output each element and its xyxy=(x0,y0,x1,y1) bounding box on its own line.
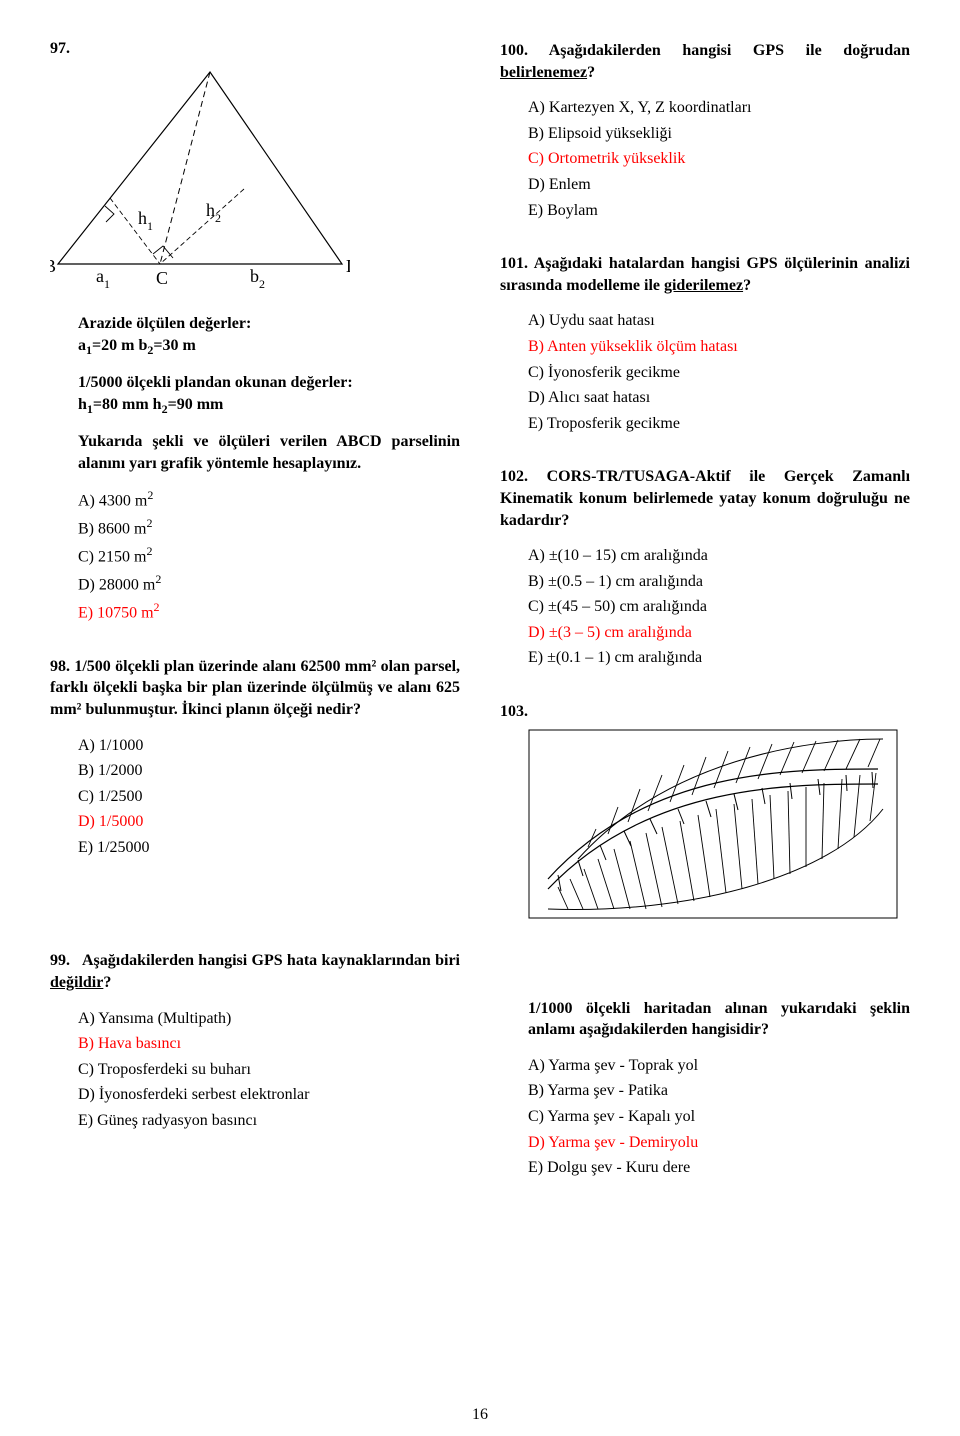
q100-opt-C: C) Ortometrik yükseklik xyxy=(528,146,910,172)
label-A: A xyxy=(210,64,223,68)
q100-opt-A: A) Kartezyen X, Y, Z koordinatları xyxy=(528,95,910,121)
q99-stem: 99. Aşağıdakilerden hangisi GPS hata kay… xyxy=(50,950,460,993)
exam-page: 97. A B xyxy=(0,0,960,1436)
rail-top xyxy=(548,769,878,879)
right-column: 100. Aşağıdakilerden hangisi GPS ile doğ… xyxy=(500,40,910,1211)
label-b2: b2 xyxy=(250,266,265,291)
q99-number: 99. xyxy=(50,952,70,969)
q102-opt-A: A) ±(10 – 15) cm aralığında xyxy=(528,543,910,569)
q103-opt-D: D) Yarma şev - Demiryolu xyxy=(528,1130,910,1156)
label-B: B xyxy=(50,256,56,276)
rail-ties xyxy=(558,772,873,891)
q101-opt-D: D) Alıcı saat hatası xyxy=(528,385,910,411)
q97-line2: a1=20 m b2=30 m xyxy=(78,335,460,358)
question-100: 100. Aşağıdakilerden hangisi GPS ile doğ… xyxy=(500,40,910,223)
q101-opt-E: E) Troposferik gecikme xyxy=(528,411,910,437)
question-101: 101. Aşağıdaki hatalardan hangisi GPS öl… xyxy=(500,253,910,436)
q98-stem: 98. 1/500 ölçekli plan üzerinde alanı 62… xyxy=(50,656,460,721)
q101-opt-C: C) İyonosferik gecikme xyxy=(528,360,910,386)
line-AC xyxy=(160,72,210,264)
q99-opt-E: E) Güneş radyasyon basıncı xyxy=(78,1108,460,1134)
question-99: 99. Aşağıdakilerden hangisi GPS hata kay… xyxy=(50,950,460,1133)
q97-opt-A: A) 4300 m2 xyxy=(78,486,460,514)
q101-opt-A: A) Uydu saat hatası xyxy=(528,308,910,334)
q103-number: 103. xyxy=(500,703,528,720)
q102-number: 102. xyxy=(500,468,528,485)
q98-opt-C: C) 1/2500 xyxy=(78,784,460,810)
label-h1: h1 xyxy=(138,208,153,233)
q101-stem: 101. Aşağıdaki hatalardan hangisi GPS öl… xyxy=(500,253,910,296)
q97-stem: Arazide ölçülen değerler: a1=20 m b2=30 … xyxy=(78,313,460,474)
q103-number-row: 103. xyxy=(500,701,910,723)
left-column: 97. A B xyxy=(50,40,460,1211)
q103-options: A) Yarma şev - Toprak yol B) Yarma şev -… xyxy=(528,1053,910,1181)
q99-opt-A: A) Yansıma (Multipath) xyxy=(78,1006,460,1032)
top-outline xyxy=(578,739,883,859)
q97-number: 97. xyxy=(50,40,70,57)
q100-opt-B: B) Elipsoid yüksekliği xyxy=(528,121,910,147)
q102-opt-B: B) ±(0.5 – 1) cm aralığında xyxy=(528,569,910,595)
q100-opt-D: D) Enlem xyxy=(528,172,910,198)
q97-figure: A B C D h1 h2 a1 b2 xyxy=(50,64,460,299)
q99-opt-D: D) İyonosferdeki serbest elektronlar xyxy=(78,1082,460,1108)
q100-opt-E: E) Boylam xyxy=(528,198,910,224)
right-angle-2 xyxy=(105,206,114,222)
height-h2 xyxy=(160,189,244,264)
q97-line4: h1=80 mm h2=90 mm xyxy=(78,394,460,417)
q97-line1: Arazide ölçülen değerler: xyxy=(78,313,460,335)
question-98: 98. 1/500 ölçekli plan üzerinde alanı 62… xyxy=(50,656,460,861)
q98-number: 98. xyxy=(50,658,70,675)
label-C: C xyxy=(156,268,168,288)
q101-opt-B: B) Anten yükseklik ölçüm hatası xyxy=(528,334,910,360)
q103-opt-A: A) Yarma şev - Toprak yol xyxy=(528,1053,910,1079)
q103-stem: 1/1000 ölçekli haritadan alınan yukarıda… xyxy=(528,998,910,1041)
q97-options: A) 4300 m2 B) 8600 m2 C) 2150 m2 D) 2800… xyxy=(78,486,460,626)
q99-opt-C: C) Troposferdeki su buharı xyxy=(78,1057,460,1083)
q100-options: A) Kartezyen X, Y, Z koordinatları B) El… xyxy=(528,95,910,223)
q98-opt-A: A) 1/1000 xyxy=(78,733,460,759)
q97-header-row: 97. xyxy=(50,40,460,58)
q100-number: 100. xyxy=(500,42,528,59)
q103-svg xyxy=(528,729,898,919)
q97-line3: 1/5000 ölçekli plandan okunan değerler: xyxy=(78,372,460,394)
q98-opt-E: E) 1/25000 xyxy=(78,835,460,861)
question-102: 102. CORS-TR/TUSAGA-Aktif ile Gerçek Zam… xyxy=(500,466,910,671)
right-angle-1 xyxy=(153,246,173,258)
two-column-layout: 97. A B xyxy=(50,40,910,1211)
q102-opt-C: C) ±(45 – 50) cm aralığında xyxy=(528,594,910,620)
q98-options: A) 1/1000 B) 1/2000 C) 1/2500 D) 1/5000 … xyxy=(78,733,460,861)
q103-opt-E: E) Dolgu şev - Kuru dere xyxy=(528,1155,910,1181)
q102-opt-E: E) ±(0.1 – 1) cm aralığında xyxy=(528,645,910,671)
page-number: 16 xyxy=(472,1406,488,1424)
q97-opt-D: D) 28000 m2 xyxy=(78,570,460,598)
q98-opt-D: D) 1/5000 xyxy=(78,809,460,835)
question-97: 97. A B xyxy=(50,40,460,626)
triangle-ABD xyxy=(58,72,342,264)
q97-opt-E: E) 10750 m2 xyxy=(78,598,460,626)
q99-options: A) Yansıma (Multipath) B) Hava basıncı C… xyxy=(78,1006,460,1134)
figure-border xyxy=(529,730,897,918)
q102-options: A) ±(10 – 15) cm aralığında B) ±(0.5 – 1… xyxy=(528,543,910,671)
q100-stem: 100. Aşağıdakilerden hangisi GPS ile doğ… xyxy=(500,40,910,83)
q102-opt-D: D) ±(3 – 5) cm aralığında xyxy=(528,620,910,646)
q98-opt-B: B) 1/2000 xyxy=(78,758,460,784)
q101-options: A) Uydu saat hatası B) Anten yükseklik ö… xyxy=(528,308,910,436)
q97-triangle-svg: A B C D h1 h2 a1 b2 xyxy=(50,64,350,294)
question-103: 103. xyxy=(500,701,910,1181)
q103-opt-B: B) Yarma şev - Patika xyxy=(528,1078,910,1104)
q97-line5: Yukarıda şekli ve ölçüleri verilen ABCD … xyxy=(78,431,460,474)
q97-opt-C: C) 2150 m2 xyxy=(78,542,460,570)
q102-stem: 102. CORS-TR/TUSAGA-Aktif ile Gerçek Zam… xyxy=(500,466,910,531)
q103-figure xyxy=(528,729,910,924)
q103-opt-C: C) Yarma şev - Kapalı yol xyxy=(528,1104,910,1130)
label-a1: a1 xyxy=(96,266,110,291)
rail-bottom xyxy=(548,784,878,889)
q101-number: 101. xyxy=(500,255,528,272)
q97-opt-B: B) 8600 m2 xyxy=(78,514,460,542)
hatch-lines xyxy=(558,739,880,909)
label-D: D xyxy=(346,256,350,276)
q99-opt-B: B) Hava basıncı xyxy=(78,1031,460,1057)
